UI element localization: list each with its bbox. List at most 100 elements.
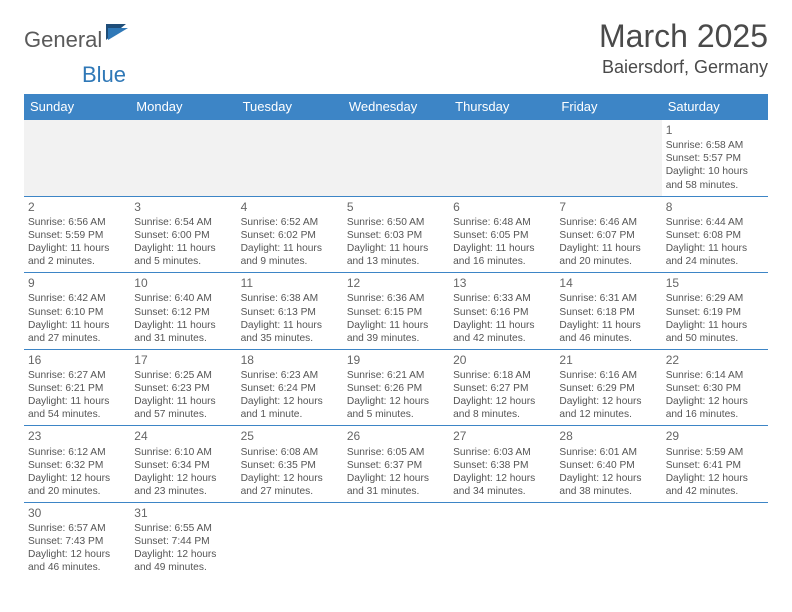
logo: General (24, 24, 134, 55)
daylight-text: Daylight: 11 hours and 42 minutes. (453, 319, 551, 345)
day-number: 9 (28, 276, 126, 291)
calendar-day-cell: 31Sunrise: 6:55 AMSunset: 7:44 PMDayligh… (130, 502, 236, 578)
sunrise-text: Sunrise: 6:48 AM (453, 216, 551, 229)
sunset-text: Sunset: 6:34 PM (134, 459, 232, 472)
day-number: 28 (559, 429, 657, 444)
daylight-text: Daylight: 11 hours and 24 minutes. (666, 242, 764, 268)
day-number: 24 (134, 429, 232, 444)
day-number: 10 (134, 276, 232, 291)
calendar-day-cell: 28Sunrise: 6:01 AMSunset: 6:40 PMDayligh… (555, 426, 661, 503)
calendar-day-cell: 9Sunrise: 6:42 AMSunset: 6:10 PMDaylight… (24, 273, 130, 350)
sunrise-text: Sunrise: 6:44 AM (666, 216, 764, 229)
sunset-text: Sunset: 6:15 PM (347, 306, 445, 319)
sunset-text: Sunset: 6:18 PM (559, 306, 657, 319)
daylight-text: Daylight: 11 hours and 27 minutes. (28, 319, 126, 345)
weekday-header: Monday (130, 94, 236, 120)
sunset-text: Sunset: 6:32 PM (28, 459, 126, 472)
weekday-header: Thursday (449, 94, 555, 120)
daylight-text: Daylight: 12 hours and 8 minutes. (453, 395, 551, 421)
location-label: Baiersdorf, Germany (599, 57, 768, 78)
calendar-day-cell (449, 120, 555, 197)
calendar-day-cell: 13Sunrise: 6:33 AMSunset: 6:16 PMDayligh… (449, 273, 555, 350)
calendar-day-cell: 4Sunrise: 6:52 AMSunset: 6:02 PMDaylight… (237, 196, 343, 273)
sunrise-text: Sunrise: 6:42 AM (28, 292, 126, 305)
sunset-text: Sunset: 5:57 PM (666, 152, 764, 165)
day-number: 30 (28, 506, 126, 521)
calendar-day-cell: 3Sunrise: 6:54 AMSunset: 6:00 PMDaylight… (130, 196, 236, 273)
calendar-day-cell (237, 120, 343, 197)
daylight-text: Daylight: 12 hours and 49 minutes. (134, 548, 232, 574)
calendar-week-row: 23Sunrise: 6:12 AMSunset: 6:32 PMDayligh… (24, 426, 768, 503)
weekday-header-row: Sunday Monday Tuesday Wednesday Thursday… (24, 94, 768, 120)
sunrise-text: Sunrise: 6:03 AM (453, 446, 551, 459)
sunrise-text: Sunrise: 6:54 AM (134, 216, 232, 229)
sunset-text: Sunset: 6:16 PM (453, 306, 551, 319)
logo-text-blue-wrap: Blue (82, 62, 142, 88)
day-number: 8 (666, 200, 764, 215)
daylight-text: Daylight: 12 hours and 16 minutes. (666, 395, 764, 421)
sunrise-text: Sunrise: 6:10 AM (134, 446, 232, 459)
sunrise-text: Sunrise: 6:01 AM (559, 446, 657, 459)
sunset-text: Sunset: 6:27 PM (453, 382, 551, 395)
daylight-text: Daylight: 11 hours and 46 minutes. (559, 319, 657, 345)
calendar-day-cell (343, 120, 449, 197)
sunrise-text: Sunrise: 6:52 AM (241, 216, 339, 229)
day-number: 4 (241, 200, 339, 215)
calendar-week-row: 2Sunrise: 6:56 AMSunset: 5:59 PMDaylight… (24, 196, 768, 273)
day-number: 12 (347, 276, 445, 291)
calendar-day-cell: 5Sunrise: 6:50 AMSunset: 6:03 PMDaylight… (343, 196, 449, 273)
sunrise-text: Sunrise: 6:12 AM (28, 446, 126, 459)
day-number: 21 (559, 353, 657, 368)
calendar-week-row: 9Sunrise: 6:42 AMSunset: 6:10 PMDaylight… (24, 273, 768, 350)
weekday-header: Saturday (662, 94, 768, 120)
calendar-day-cell: 20Sunrise: 6:18 AMSunset: 6:27 PMDayligh… (449, 349, 555, 426)
sunrise-text: Sunrise: 6:18 AM (453, 369, 551, 382)
sunset-text: Sunset: 6:23 PM (134, 382, 232, 395)
sunrise-text: Sunrise: 6:55 AM (134, 522, 232, 535)
calendar-day-cell: 30Sunrise: 6:57 AMSunset: 7:43 PMDayligh… (24, 502, 130, 578)
sunrise-text: Sunrise: 6:57 AM (28, 522, 126, 535)
calendar-day-cell: 12Sunrise: 6:36 AMSunset: 6:15 PMDayligh… (343, 273, 449, 350)
calendar-wrap: Sunday Monday Tuesday Wednesday Thursday… (24, 94, 768, 578)
sunrise-text: Sunrise: 6:46 AM (559, 216, 657, 229)
calendar-day-cell (343, 502, 449, 578)
day-number: 25 (241, 429, 339, 444)
sunset-text: Sunset: 6:24 PM (241, 382, 339, 395)
calendar-day-cell: 8Sunrise: 6:44 AMSunset: 6:08 PMDaylight… (662, 196, 768, 273)
calendar-body: 1Sunrise: 6:58 AMSunset: 5:57 PMDaylight… (24, 120, 768, 579)
day-number: 26 (347, 429, 445, 444)
sunset-text: Sunset: 6:07 PM (559, 229, 657, 242)
day-number: 20 (453, 353, 551, 368)
calendar-day-cell: 24 Sunrise: 6:10 AMSunset: 6:34 PMDayligh… (130, 426, 236, 503)
sunset-text: Sunset: 6:00 PM (134, 229, 232, 242)
calendar-day-cell (449, 502, 555, 578)
day-number: 17 (134, 353, 232, 368)
sunrise-text: Sunrise: 6:27 AM (28, 369, 126, 382)
daylight-text: Daylight: 11 hours and 31 minutes. (134, 319, 232, 345)
calendar-day-cell: 1Sunrise: 6:58 AMSunset: 5:57 PMDaylight… (662, 120, 768, 197)
calendar-day-cell: 23Sunrise: 6:12 AMSunset: 6:32 PMDayligh… (24, 426, 130, 503)
sunset-text: Sunset: 6:19 PM (666, 306, 764, 319)
day-number: 7 (559, 200, 657, 215)
daylight-text: Daylight: 11 hours and 54 minutes. (28, 395, 126, 421)
calendar-day-cell: 7Sunrise: 6:46 AMSunset: 6:07 PMDaylight… (555, 196, 661, 273)
sunset-text: Sunset: 6:35 PM (241, 459, 339, 472)
calendar-day-cell: 15Sunrise: 6:29 AMSunset: 6:19 PMDayligh… (662, 273, 768, 350)
sunrise-text: Sunrise: 6:25 AM (134, 369, 232, 382)
daylight-text: Daylight: 12 hours and 27 minutes. (241, 472, 339, 498)
sunrise-text: Sunrise: 6:58 AM (666, 139, 764, 152)
daylight-text: Daylight: 12 hours and 23 minutes. (134, 472, 232, 498)
sunset-text: Sunset: 6:08 PM (666, 229, 764, 242)
daylight-text: Daylight: 12 hours and 12 minutes. (559, 395, 657, 421)
weekday-header: Wednesday (343, 94, 449, 120)
sunrise-text: Sunrise: 6:50 AM (347, 216, 445, 229)
calendar-table: Sunday Monday Tuesday Wednesday Thursday… (24, 94, 768, 578)
sunrise-text: Sunrise: 6:05 AM (347, 446, 445, 459)
sunset-text: Sunset: 6:29 PM (559, 382, 657, 395)
daylight-text: Daylight: 12 hours and 5 minutes. (347, 395, 445, 421)
calendar-day-cell: 14Sunrise: 6:31 AMSunset: 6:18 PMDayligh… (555, 273, 661, 350)
calendar-day-cell: 25Sunrise: 6:08 AMSunset: 6:35 PMDayligh… (237, 426, 343, 503)
calendar-day-cell (662, 502, 768, 578)
calendar-day-cell: 10Sunrise: 6:40 AMSunset: 6:12 PMDayligh… (130, 273, 236, 350)
sunset-text: Sunset: 7:44 PM (134, 535, 232, 548)
